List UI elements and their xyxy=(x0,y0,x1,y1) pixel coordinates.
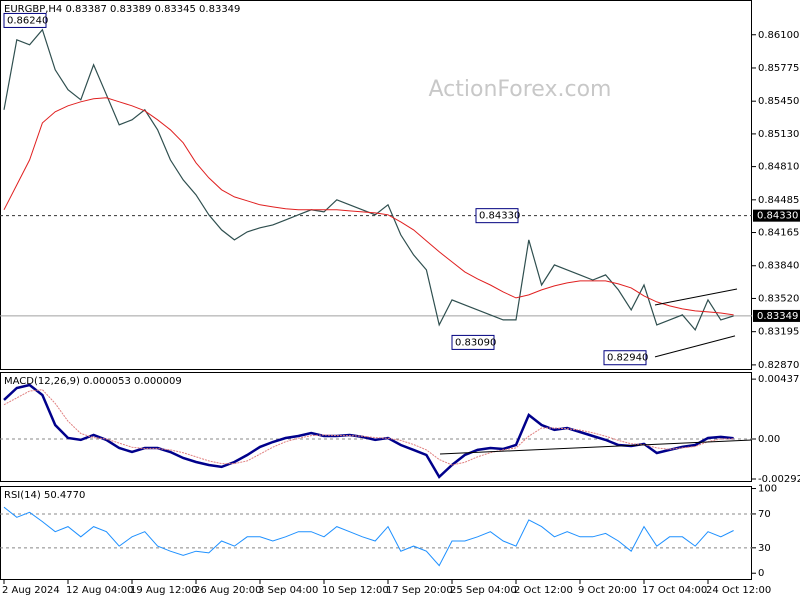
y-tick-label: 0.00437 xyxy=(758,374,799,385)
series-line xyxy=(3,506,734,567)
annotation-box xyxy=(3,12,47,28)
panel-title: EURGBP,H4 0.83387 0.83389 0.83345 0.8334… xyxy=(4,4,240,15)
y-tick-label: 0.85775 xyxy=(758,63,799,74)
x-tick-label: 26 Aug 20:00 xyxy=(194,585,261,596)
x-tick-label: 24 Oct 12:00 xyxy=(706,585,771,596)
annotation-label: 0.86240 xyxy=(7,15,48,26)
y-tick-label: 0.84485 xyxy=(758,195,799,206)
annotation-box xyxy=(451,334,495,350)
annotation-label: 0.82940 xyxy=(607,353,648,364)
annotation-box xyxy=(603,350,647,366)
price-label-bg xyxy=(753,209,800,222)
panel-frame xyxy=(0,486,752,580)
panel-frame xyxy=(0,372,752,482)
annotation-label: 0.83090 xyxy=(455,337,496,348)
y-tick-label: 0 xyxy=(758,568,764,579)
x-tick-label: 10 Sep 12:00 xyxy=(322,585,389,596)
x-tick-label: 17 Oct 04:00 xyxy=(642,585,707,596)
price-label: 0.84330 xyxy=(757,211,798,222)
series-line xyxy=(3,97,734,316)
x-tick-label: 9 Oct 20:00 xyxy=(578,585,637,596)
trend-line xyxy=(439,439,753,455)
price-label-bg xyxy=(753,309,800,322)
y-tick-label: 0.86100 xyxy=(758,30,799,41)
trend-line xyxy=(654,335,736,358)
trend-line xyxy=(654,288,738,306)
x-tick-label: 25 Sep 04:00 xyxy=(450,585,517,596)
y-tick-label: 70 xyxy=(758,509,771,520)
y-tick-label: 0.84810 xyxy=(758,162,799,173)
y-tick-label: 0.83840 xyxy=(758,261,799,272)
series-line xyxy=(3,383,734,479)
x-tick-label: 2 Aug 2024 xyxy=(2,585,60,596)
panel-title: RSI(14) 50.4770 xyxy=(4,490,85,501)
x-tick-label: 19 Aug 12:00 xyxy=(130,585,197,596)
y-tick-label: 0.84165 xyxy=(758,228,799,239)
y-tick-label: 0.85450 xyxy=(758,96,799,107)
panel-title: MACD(12,26,9) 0.000053 0.000009 xyxy=(4,376,182,387)
y-tick-label: -0.002922 xyxy=(758,474,800,485)
panel-frame xyxy=(0,0,752,370)
y-tick-label: 30 xyxy=(758,543,771,554)
price-label: 0.83349 xyxy=(757,311,798,322)
series-line xyxy=(3,389,734,466)
x-tick-label: 2 Oct 12:00 xyxy=(514,585,573,596)
y-tick-label: 0.82870 xyxy=(758,360,799,371)
y-tick-label: 0.83195 xyxy=(758,327,799,338)
annotation-label: 0.84330 xyxy=(479,211,520,222)
x-tick-label: 3 Sep 04:00 xyxy=(258,585,318,596)
y-tick-label: 0.83520 xyxy=(758,293,799,304)
x-tick-label: 12 Aug 04:00 xyxy=(66,585,133,596)
y-tick-label: 0.00 xyxy=(758,434,780,445)
annotation-box xyxy=(475,208,519,224)
x-tick-label: 17 Sep 20:00 xyxy=(386,585,453,596)
y-tick-label: 100 xyxy=(758,484,777,495)
watermark: ActionForex.com xyxy=(429,77,612,102)
y-tick-label: 0.85130 xyxy=(758,129,799,140)
